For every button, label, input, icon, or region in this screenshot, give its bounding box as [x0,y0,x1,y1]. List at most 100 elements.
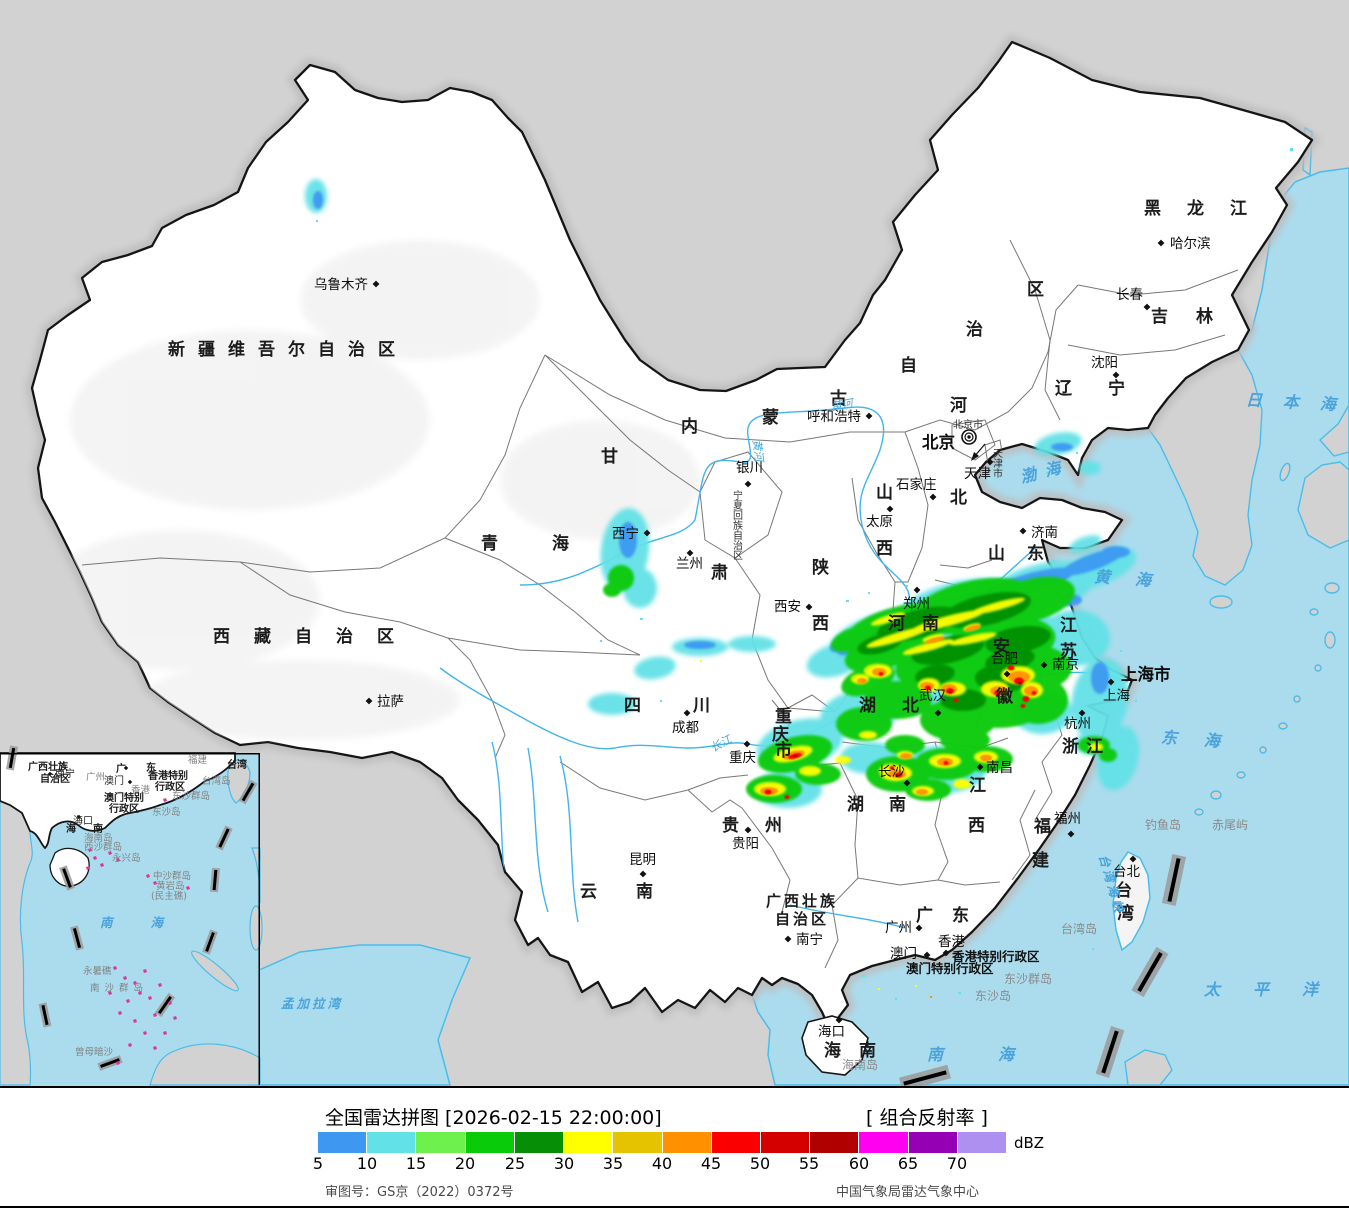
city-label-nanchang: 南昌 [986,760,1013,776]
city-label-guangzhou: 广州 [885,920,912,936]
city-label-macau: 澳门 [890,946,917,962]
sea-label-bengalbay: 孟加拉湾 [281,996,343,1011]
inset-label-zhongsha: 中沙群岛 [153,870,191,882]
province-label-chongqing-3: 市 [775,740,792,761]
province-label-guizhou: 贵州 [722,815,808,836]
city-label-taiyuan: 太原 [866,514,893,530]
province-label-zhejiang: 浙江 [1062,736,1110,757]
legend-tick: 50 [749,1154,771,1173]
inset-label-dongsha-island: 东沙岛 [152,806,181,818]
river-label-yellowriver-1: 黄河 [830,397,856,414]
city-label-shenyang: 沈阳 [1091,355,1118,371]
province-label-chongqing-2: 庆 [772,724,789,745]
legend-swatch [662,1132,711,1153]
province-label-neimenggu-4: 自 [900,355,917,376]
legend-tick: 45 [700,1154,722,1173]
island-label-taiwandao: 台湾岛 [1061,921,1097,936]
inset-label-guangdong-2: 东 [146,761,156,774]
province-labels: 新疆维吾尔自治区 西藏自治区 青海 甘 肃 内 蒙 古 自 治 区 宁夏回族自治… [168,198,1273,1061]
legend-panel: 全国雷达拼图 [2026-02-15 22:00:00] [ 组合反射率 ] 5… [0,1086,1349,1208]
province-label-yunnan: 云南 [580,881,692,902]
inset-label-haikou: 海口 [73,814,93,827]
legend-tick: 5 [312,1154,324,1173]
china-radar-map: 新疆维吾尔自治区 西藏自治区 青海 甘 肃 内 蒙 古 自 治 区 宁夏回族自治… [0,0,1349,1094]
inset-label-guangxi-2: 自治区 [40,772,70,785]
province-label-neimenggu-2: 蒙 [762,407,779,428]
inset-label-minzhujiao: (民主礁) [151,890,187,902]
province-label-hunan: 湖南 [847,794,931,815]
legend-tick: 20 [454,1154,476,1173]
inset-label-taiwandao: 台湾岛 [202,775,231,787]
legend-swatch [957,1132,1007,1153]
city-label-yinchuan: 银川 [736,460,763,476]
city-label-hohhot: 呼和浩特 [807,409,861,425]
city-label-lhasa: 拉萨 [377,694,404,710]
unit-label: dBZ [1014,1134,1045,1152]
city-label-fuzhou: 福州 [1054,811,1081,827]
legend-tick: 30 [553,1154,575,1173]
province-label-shandong: 山东 [988,543,1066,564]
inset-label-hongkong: 香港 [131,784,151,796]
province-label-guangxi-2: 自治区 [775,910,829,928]
inset-label-macau: 澳门 [104,774,124,787]
inset-label-zengmu: 曾母暗沙 [75,1046,114,1058]
city-label-urumqi: 乌鲁木齐 [314,277,368,293]
city-label-chengdu: 成都 [672,720,699,736]
city-label-xian: 西安 [774,599,801,615]
city-label-kunming: 昆明 [629,852,656,868]
province-label-neimenggu-5: 治 [966,319,983,340]
city-label-hangzhou: 杭州 [1064,716,1091,732]
inset-label-yongshu: 永暑礁 [83,965,112,977]
city-label-lanzhou: 兰州 [676,556,703,572]
legend-tick: 60 [848,1154,870,1173]
legend-swatch [564,1132,613,1153]
province-label-jiangxi-1: 江 [969,776,986,796]
province-label-gansu-1: 甘 [601,446,618,467]
island-label-hainandao: 海南岛 [842,1057,878,1072]
province-label-xizang: 西藏自治区 [213,626,418,647]
city-label-changchun: 长春 [1116,287,1144,303]
island-label-dongshaqundao: 东沙群岛 [1004,971,1052,986]
inset-label-guangzhou: 广州 [86,771,105,783]
province-label-jiangsu-1: 江 [1060,616,1077,636]
province-label-jilin: 吉林 [1151,306,1241,327]
province-label-fujian-1: 福 [1033,816,1051,837]
approval-number: 审图号：GS京（2022）0372号 [325,1185,514,1200]
label-macau-sar: 澳门特别行政区 [906,961,994,976]
province-label-liaoning: 辽宁 [1055,378,1161,399]
city-label-changsha: 长沙 [878,764,905,780]
inset-label-macau-sar-2: 行政区 [108,802,139,815]
province-label-heilongjiang: 黑龙江 [1144,198,1273,219]
island-label-diaoyudao: 钓鱼岛 [1145,817,1181,832]
inset-label-dongsha-islands: 东沙群岛 [172,790,210,802]
city-label-nanjing: 南京 [1052,657,1079,673]
taiwan-island [1112,851,1151,952]
province-label-hebei-2: 北 [950,488,967,508]
city-label-chongqing: 重庆 [729,750,756,766]
inset-label-yongxing: 永兴岛 [112,852,141,864]
product-label: [ 组合反射率 ] [866,1107,988,1129]
province-label-sichuan: 四川 [624,696,762,716]
sea-label-pacific: 太平洋 [1203,980,1349,999]
city-label-shanghai: 上海 [1103,688,1130,704]
legend-swatch [859,1132,908,1153]
hainan-island [801,1015,869,1076]
city-label-harbin: 哈尔滨 [1170,236,1211,252]
legend-tick: 55 [798,1154,820,1173]
sea-label-southchinasea: 南海 [927,1045,1069,1064]
city-label-zhengzhou: 郑州 [903,596,930,612]
city-label-tianjin: 天津 [964,466,991,482]
province-label-shanxi-2: 西 [876,539,893,559]
inset-label-hainan-1: 海 [66,822,76,835]
legend-swatch [514,1132,564,1153]
inset-label-nansha: 南沙群岛 [90,982,148,994]
city-markers [365,239,1165,1024]
province-label-xinjiang: 新疆维吾尔自治区 [168,339,408,360]
legend-swatch [416,1132,465,1153]
inset-label-hk-sar-2: 行政区 [154,780,185,793]
inset-label-fujian: 福建 [188,754,208,766]
inset-label-nanning: 南宁 [55,767,75,780]
legend-tick: 35 [602,1154,624,1173]
province-label-hubei: 湖北 [859,696,945,716]
province-label-anhui-2: 徽 [995,686,1014,707]
